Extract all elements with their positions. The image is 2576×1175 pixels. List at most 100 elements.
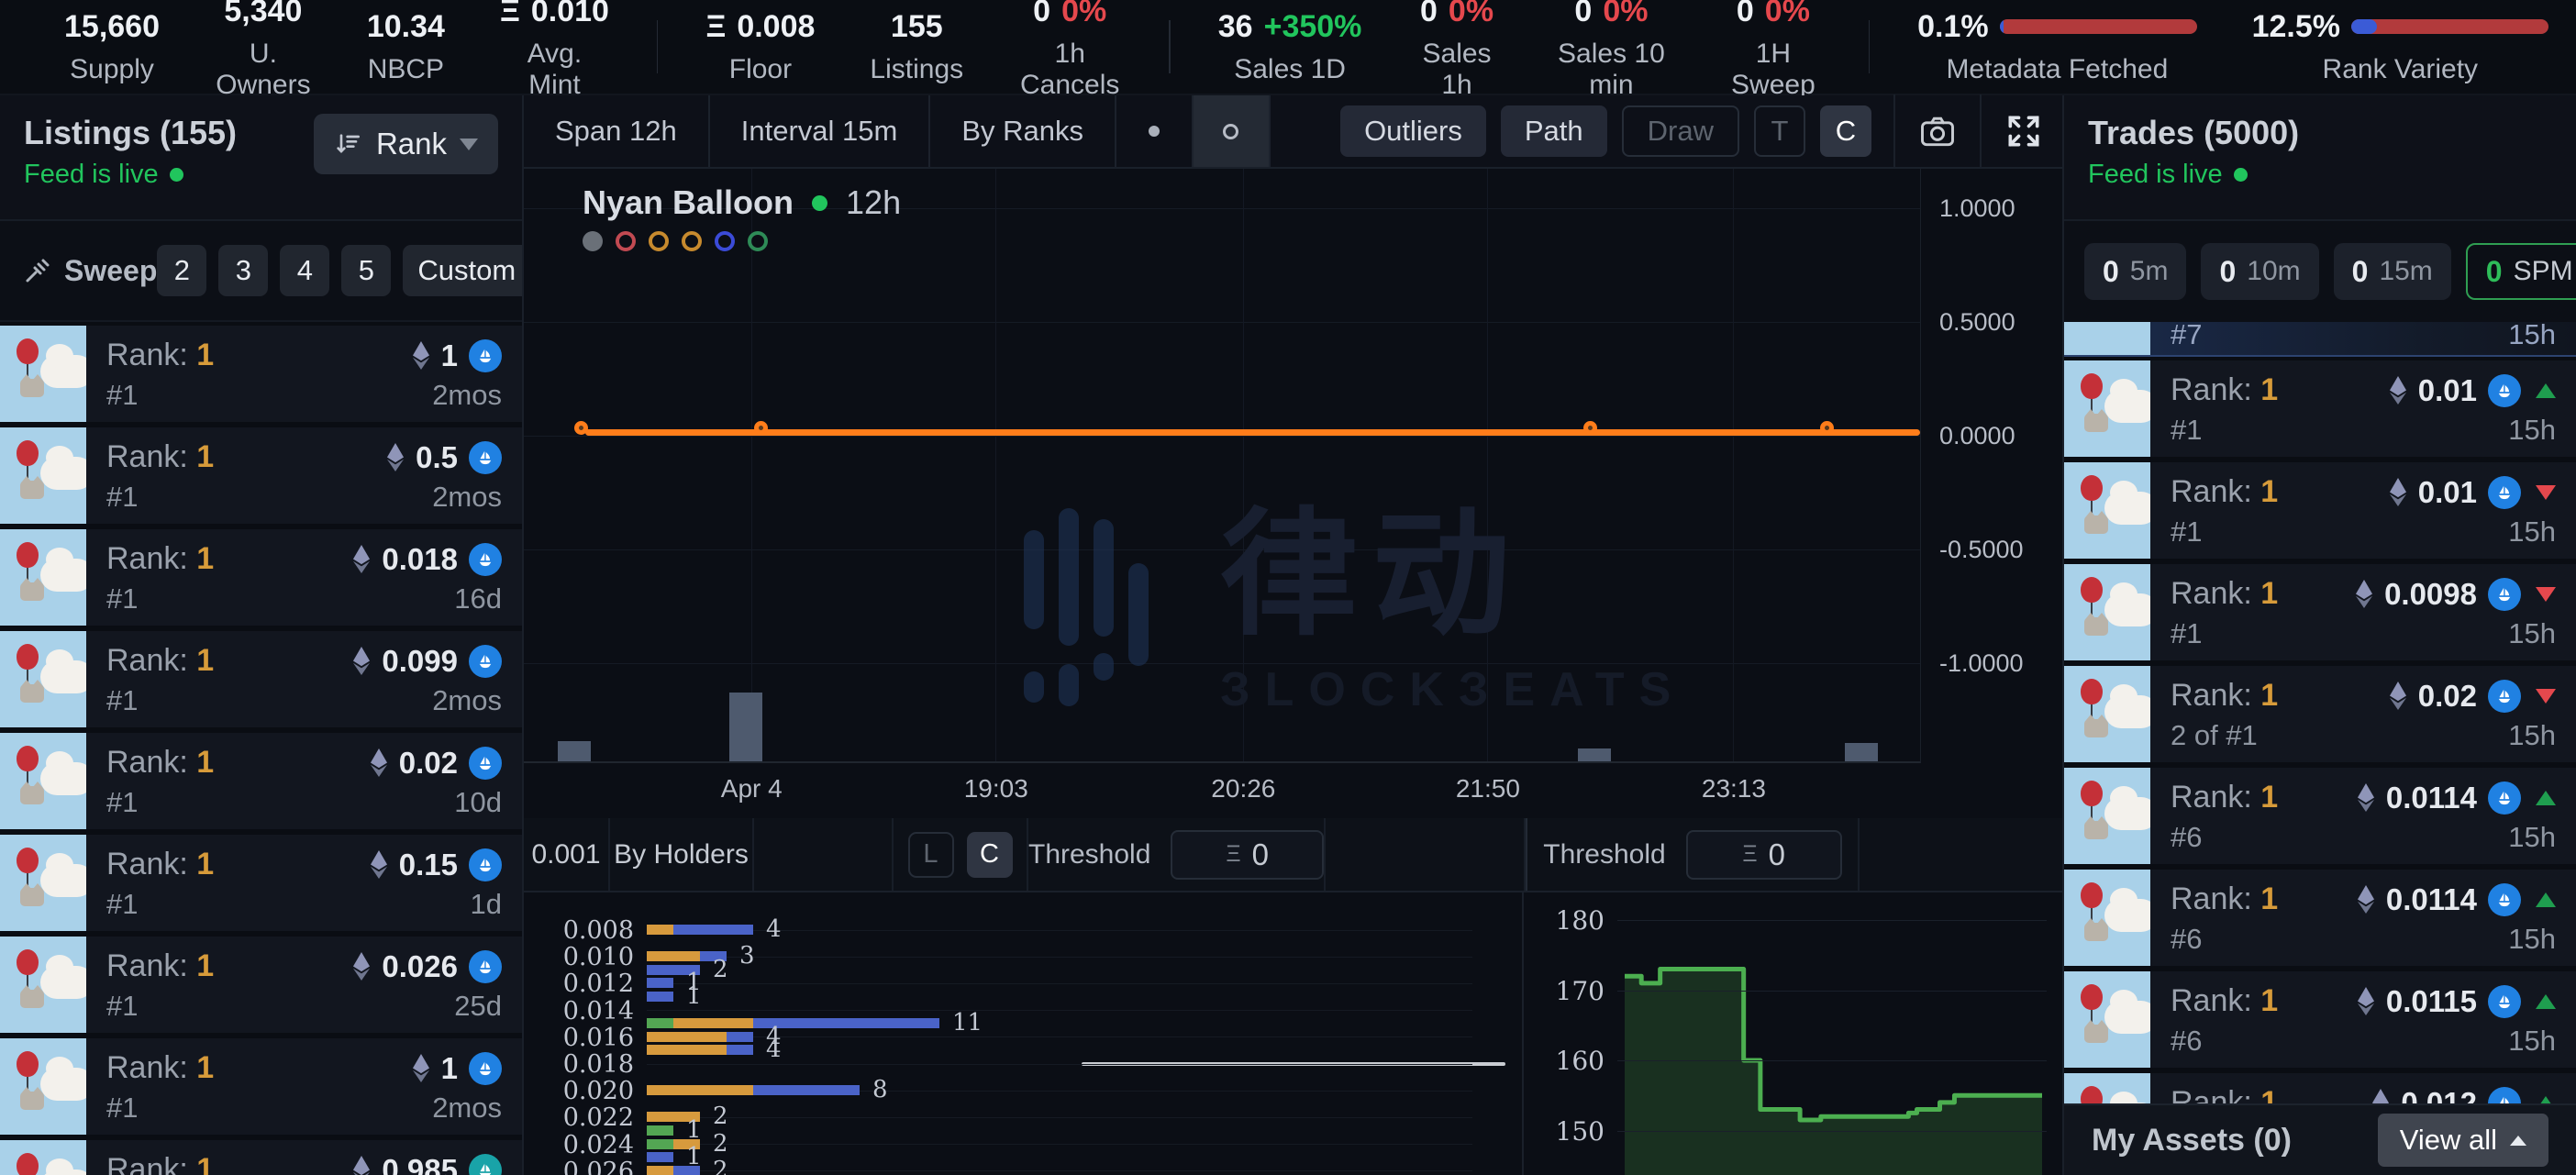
- camera-icon[interactable]: [1917, 111, 1958, 151]
- volume-bar: [1578, 748, 1612, 761]
- trade-row[interactable]: Rank: 1 0.01 #1 15h: [2064, 360, 2576, 457]
- counter-5m[interactable]: 0 5m: [2084, 243, 2187, 300]
- sweep-option-4[interactable]: 4: [280, 245, 330, 296]
- trend-y-tick-label: 180: [1555, 905, 1604, 936]
- age-label: 15h: [2508, 719, 2556, 751]
- price-group: 0.0098: [2355, 577, 2556, 612]
- sweep-option-3[interactable]: 3: [218, 245, 269, 296]
- linear-button[interactable]: L: [907, 831, 954, 878]
- outliers-button[interactable]: Outliers: [1340, 105, 1486, 157]
- by-ranks-toggle[interactable]: By Ranks: [930, 95, 1116, 167]
- span-selector[interactable]: Span 12h: [524, 95, 710, 167]
- opensea-icon[interactable]: [469, 1153, 502, 1175]
- histogram-value-label: 4: [766, 915, 782, 943]
- trendline-button[interactable]: T: [1754, 105, 1805, 157]
- opensea-icon[interactable]: [2488, 373, 2521, 407]
- opensea-icon[interactable]: [469, 746, 502, 780]
- eth-symbol: Ξ: [499, 0, 520, 28]
- y-tick-label: 0.0000: [1939, 422, 2015, 449]
- price-chart[interactable]: Nyan Balloon 12h 律动 ЗLOCKЗEATS 1.0000 0.5…: [524, 169, 2062, 818]
- trade-row[interactable]: Rank: 1 0.02 2 of #1 15h: [2064, 666, 2576, 762]
- blockbeats-watermark: 律动 ЗLOCKЗEATS: [1024, 492, 1685, 717]
- stat-sales-1h: 0 0% Sales 1h: [1389, 0, 1524, 101]
- listing-row[interactable]: Rank: 1 0.985 #1: [0, 1140, 522, 1175]
- price-plot-area[interactable]: [524, 169, 1921, 763]
- opensea-icon[interactable]: [2488, 781, 2521, 815]
- rank-text: Rank: 1: [106, 847, 215, 881]
- threshold2-input[interactable]: Ξ 0: [1685, 829, 1842, 880]
- circle-style-button[interactable]: [1193, 95, 1271, 167]
- legend-dot-blue[interactable]: [715, 231, 735, 251]
- opensea-icon[interactable]: [469, 542, 502, 576]
- listing-row[interactable]: Rank: 1 0.099 #1 2mos: [0, 631, 522, 727]
- trade-row[interactable]: Rank: 1 0.0098 #1 15h: [2064, 564, 2576, 660]
- eth-icon: [353, 1156, 371, 1175]
- histogram-value-label: 2: [713, 1156, 728, 1175]
- token-id: #1: [106, 684, 139, 716]
- trade-row[interactable]: Rank: 1 0.01 #1 15h: [2064, 462, 2576, 559]
- sweep-option-custom[interactable]: Custom: [403, 245, 522, 296]
- spm-badge[interactable]: 0 SPM: [2465, 243, 2576, 300]
- top-stats-bar: 15,660 Supply 5,340 U. Owners 10.34 NBCP…: [0, 0, 2576, 100]
- data-point[interactable]: [1819, 421, 1834, 435]
- by-holders-toggle[interactable]: By Holders: [610, 818, 754, 891]
- legend-dot-gold[interactable]: [682, 231, 702, 251]
- token-id: #1: [106, 1092, 139, 1124]
- counter-10m[interactable]: 0 10m: [2201, 243, 2319, 300]
- legend-dot-green[interactable]: [748, 231, 768, 251]
- listing-row[interactable]: Rank: 1 0.02 #1 10d: [0, 733, 522, 829]
- opensea-icon[interactable]: [2488, 984, 2521, 1018]
- opensea-icon[interactable]: [469, 949, 502, 983]
- path-button[interactable]: Path: [1500, 105, 1607, 157]
- dot-style-button[interactable]: [1116, 95, 1194, 167]
- listing-row[interactable]: Rank: 1 0.15 #1 1d: [0, 835, 522, 931]
- sort-by-rank-button[interactable]: Rank: [313, 114, 498, 174]
- listing-row[interactable]: Rank: 1 0.5 #1 2mos: [0, 427, 522, 524]
- stat-value: 0.010: [530, 0, 609, 28]
- y-tick-label: -0.5000: [1939, 536, 2024, 563]
- stat-value: 155: [890, 8, 943, 44]
- sweep-option-2[interactable]: 2: [157, 245, 207, 296]
- crosshair-button[interactable]: C: [1820, 105, 1871, 157]
- opensea-icon[interactable]: [469, 848, 502, 881]
- interval-selector[interactable]: Interval 15m: [710, 95, 931, 167]
- data-point[interactable]: [573, 421, 588, 435]
- opensea-icon[interactable]: [2488, 679, 2521, 713]
- cumulative-button[interactable]: C: [966, 831, 1013, 878]
- trade-row[interactable]: Rank: 1 0.0114 #6 15h: [2064, 870, 2576, 966]
- floor-price-line: [584, 429, 1920, 436]
- live-dot-icon: [169, 168, 183, 182]
- opensea-icon[interactable]: [469, 644, 502, 678]
- collection-name: Nyan Balloon: [583, 183, 794, 221]
- opensea-icon[interactable]: [469, 338, 502, 372]
- rank-variety-progress-bar: [2351, 19, 2549, 34]
- data-point[interactable]: [1583, 421, 1598, 435]
- legend-dot-red[interactable]: [616, 231, 636, 251]
- opensea-icon[interactable]: [2488, 577, 2521, 611]
- legend-dot-gray-filled[interactable]: [583, 231, 603, 251]
- counter-15m[interactable]: 0 15m: [2333, 243, 2451, 300]
- holders-trend-chart[interactable]: 180 170 160 150: [1524, 892, 2060, 1175]
- listing-row[interactable]: Rank: 1 1 #1 2mos: [0, 1038, 522, 1135]
- draw-button[interactable]: Draw: [1621, 105, 1739, 157]
- opensea-icon[interactable]: [2488, 882, 2521, 916]
- trade-row-highlighted-partial[interactable]: #7 15h: [2064, 322, 2576, 357]
- legend-dot-gold[interactable]: [649, 231, 669, 251]
- listing-row[interactable]: Rank: 1 0.018 #1 16d: [0, 529, 522, 626]
- listing-row[interactable]: Rank: 1 0.026 #1 25d: [0, 937, 522, 1033]
- opensea-icon[interactable]: [469, 1051, 502, 1085]
- filled-dot-icon: [1148, 126, 1160, 137]
- listing-row[interactable]: Rank: 1 1 #1 2mos: [0, 326, 522, 422]
- threshold-input[interactable]: Ξ 0: [1171, 829, 1324, 880]
- stat-rank-variety: 12.5% Rank Variety: [2225, 9, 2576, 85]
- trade-row[interactable]: Rank: 1 0.0115 #6 15h: [2064, 971, 2576, 1068]
- fullscreen-icon[interactable]: [2004, 111, 2044, 151]
- opensea-icon[interactable]: [469, 440, 502, 474]
- stat-value: 0: [1574, 0, 1593, 28]
- opensea-icon[interactable]: [2488, 475, 2521, 509]
- sweep-option-5[interactable]: 5: [341, 245, 392, 296]
- view-all-button[interactable]: View all: [2377, 1114, 2548, 1167]
- trade-row[interactable]: Rank: 1 0.0114 #6 15h: [2064, 768, 2576, 864]
- data-point[interactable]: [754, 421, 769, 435]
- holders-histogram[interactable]: 0.008 4 0.010 3 2 0.012 1 1 0.014 11 0.016 4 4 0.018 0…: [524, 892, 1524, 1175]
